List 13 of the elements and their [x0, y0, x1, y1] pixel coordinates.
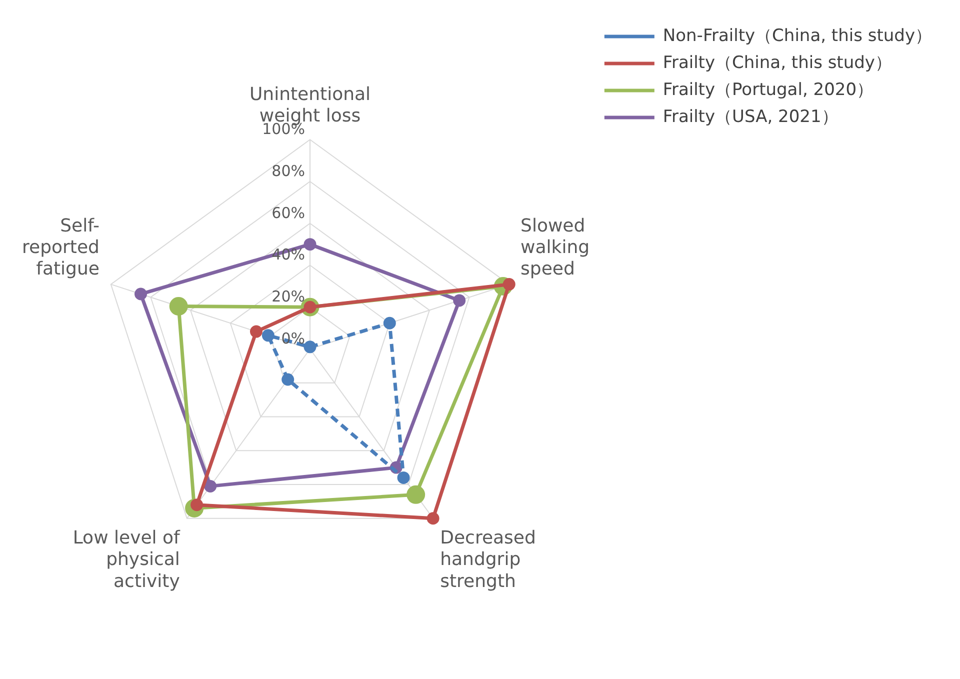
spoke-label: Low level of physical activity: [72, 528, 181, 592]
spoke-label: Self-reported fatigue: [22, 215, 100, 280]
legend-label: Non-Frailty（China, this study）: [662, 26, 932, 46]
y-tick-label: 40%: [272, 246, 305, 264]
legend-label: Frailty（Portugal, 2020）: [662, 80, 874, 100]
spoke-label: Decreased handgrip strength: [440, 528, 536, 592]
spoke-label: Slowed walking speed: [520, 215, 590, 280]
legend-label: Frailty（USA, 2021）: [662, 106, 838, 127]
legend-label: Frailty（China, this study）: [662, 52, 892, 73]
y-tick-label: 60%: [272, 204, 305, 222]
y-tick-label: 80%: [272, 162, 305, 180]
y-tick-label: 0%: [281, 329, 305, 348]
y-tick-label: 20%: [272, 288, 305, 306]
